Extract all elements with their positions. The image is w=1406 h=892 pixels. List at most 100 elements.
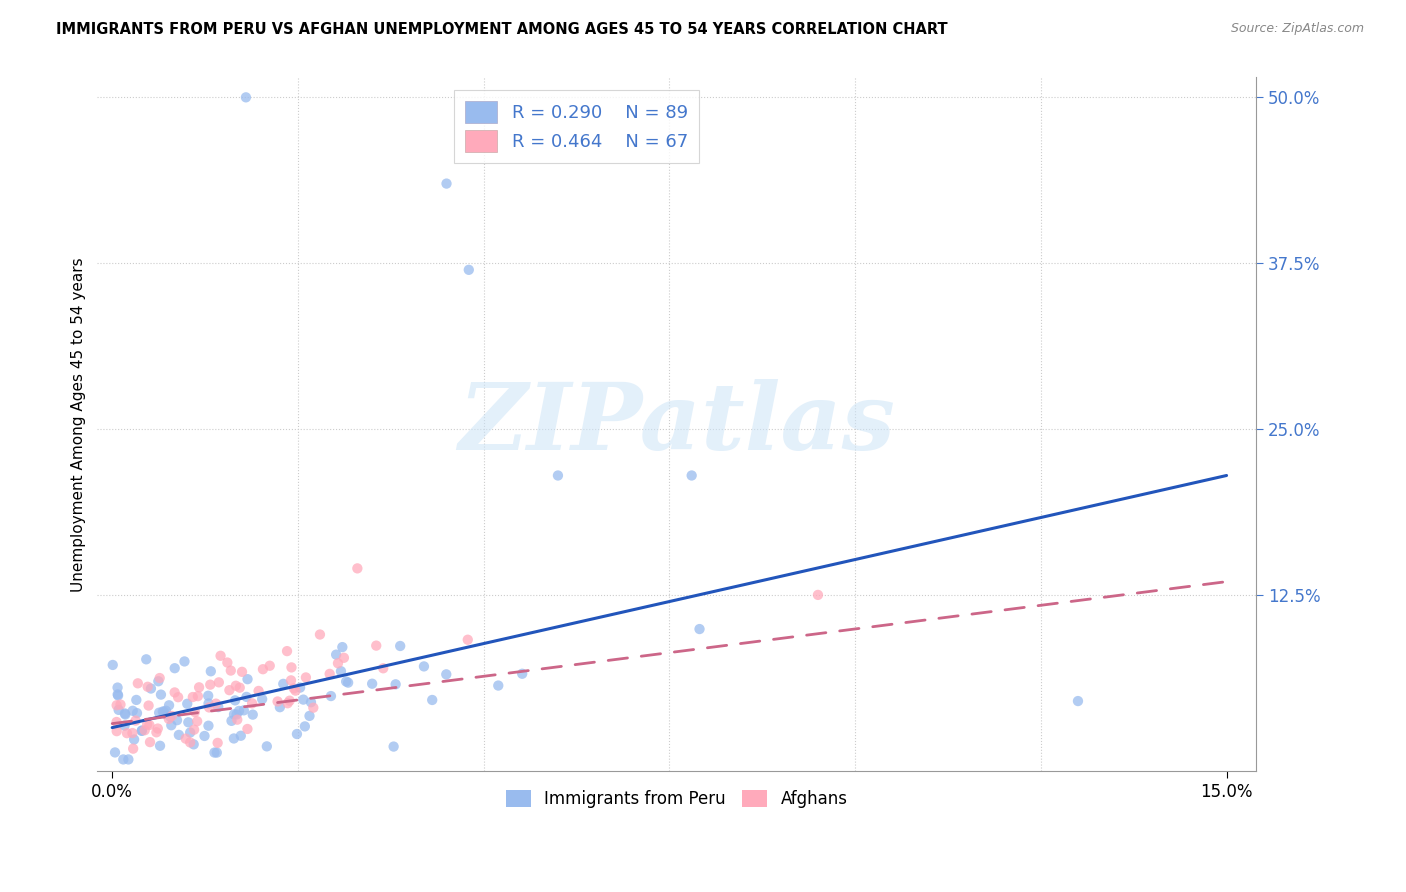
- Point: [200, 678, 222, 692]
- Point: [382, 739, 405, 754]
- Point: [235, 90, 257, 104]
- Point: [146, 722, 169, 736]
- Point: [226, 713, 249, 727]
- Point: [152, 705, 174, 719]
- Point: [163, 661, 186, 675]
- Point: [186, 714, 208, 729]
- Point: [242, 707, 264, 722]
- Point: [510, 666, 533, 681]
- Point: [218, 683, 240, 698]
- Point: [107, 681, 129, 695]
- Point: [114, 706, 136, 721]
- Point: [259, 658, 281, 673]
- Y-axis label: Unemployment Among Ages 45 to 54 years: Unemployment Among Ages 45 to 54 years: [72, 257, 86, 591]
- Point: [105, 714, 128, 729]
- Point: [183, 723, 205, 737]
- Point: [174, 731, 197, 746]
- Point: [280, 660, 302, 674]
- Point: [269, 700, 291, 714]
- Legend: Immigrants from Peru, Afghans: Immigrants from Peru, Afghans: [499, 783, 855, 815]
- Point: [229, 681, 252, 695]
- Point: [250, 692, 273, 706]
- Point: [105, 698, 128, 713]
- Point: [413, 659, 436, 673]
- Point: [112, 752, 135, 766]
- Point: [346, 561, 368, 575]
- Point: [114, 718, 136, 732]
- Point: [115, 726, 138, 740]
- Point: [361, 676, 384, 690]
- Point: [148, 706, 170, 720]
- Point: [335, 674, 357, 689]
- Point: [138, 718, 160, 732]
- Point: [125, 706, 148, 720]
- Point: [228, 704, 250, 718]
- Point: [124, 714, 146, 728]
- Point: [179, 735, 201, 749]
- Point: [181, 690, 204, 704]
- Point: [127, 676, 149, 690]
- Point: [205, 746, 228, 760]
- Point: [266, 694, 288, 708]
- Point: [179, 725, 201, 739]
- Point: [284, 683, 307, 698]
- Point: [136, 680, 159, 694]
- Point: [337, 675, 360, 690]
- Point: [247, 684, 270, 698]
- Point: [434, 667, 457, 681]
- Point: [107, 703, 129, 717]
- Point: [207, 700, 229, 714]
- Point: [209, 648, 232, 663]
- Point: [217, 656, 239, 670]
- Point: [204, 746, 226, 760]
- Point: [117, 752, 139, 766]
- Text: IMMIGRANTS FROM PERU VS AFGHAN UNEMPLOYMENT AMONG AGES 45 TO 54 YEARS CORRELATIO: IMMIGRANTS FROM PERU VS AFGHAN UNEMPLOYM…: [56, 22, 948, 37]
- Text: Source: ZipAtlas.com: Source: ZipAtlas.com: [1230, 22, 1364, 36]
- Point: [138, 698, 160, 713]
- Point: [285, 727, 308, 741]
- Point: [131, 723, 153, 738]
- Point: [183, 737, 205, 751]
- Point: [149, 739, 172, 753]
- Point: [134, 723, 156, 738]
- Point: [420, 693, 443, 707]
- Point: [373, 661, 395, 675]
- Point: [148, 674, 170, 689]
- Point: [325, 648, 347, 662]
- Point: [222, 707, 245, 722]
- Point: [232, 703, 254, 717]
- Point: [152, 705, 174, 719]
- Point: [221, 714, 243, 728]
- Point: [333, 650, 356, 665]
- Point: [110, 698, 132, 712]
- Point: [389, 639, 412, 653]
- Point: [225, 679, 247, 693]
- Point: [330, 664, 353, 678]
- Point: [139, 681, 162, 696]
- Point: [208, 675, 231, 690]
- Point: [277, 696, 299, 710]
- Point: [205, 697, 228, 711]
- Point: [149, 688, 172, 702]
- Point: [302, 700, 325, 714]
- Point: [173, 655, 195, 669]
- Point: [384, 677, 406, 691]
- Point: [278, 694, 301, 708]
- Point: [121, 704, 143, 718]
- Point: [197, 689, 219, 703]
- Point: [153, 706, 176, 721]
- Point: [193, 729, 215, 743]
- Point: [197, 719, 219, 733]
- Point: [326, 657, 349, 671]
- Point: [240, 696, 263, 710]
- Point: [294, 719, 316, 733]
- Point: [330, 640, 353, 654]
- Point: [225, 707, 247, 722]
- Point: [198, 700, 221, 714]
- Point: [188, 681, 211, 695]
- Point: [235, 690, 257, 704]
- Point: [288, 681, 311, 695]
- Point: [309, 627, 332, 641]
- Point: [457, 263, 479, 277]
- Point: [125, 693, 148, 707]
